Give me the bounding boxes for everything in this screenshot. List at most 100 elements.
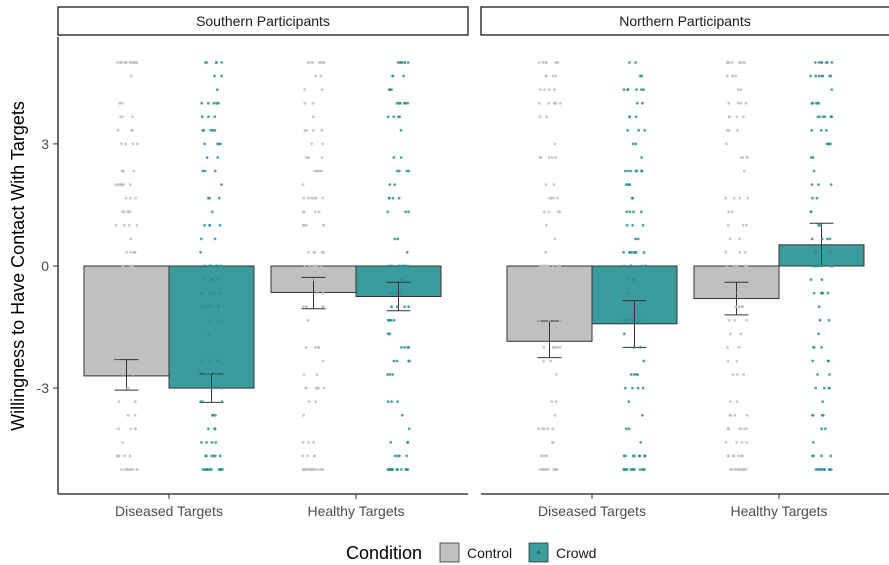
data-point [814, 386, 818, 390]
data-point [809, 156, 813, 159]
data-point [739, 427, 743, 431]
data-point [553, 88, 556, 92]
data-point [629, 468, 633, 471]
data-point [628, 251, 631, 254]
data-point [631, 386, 634, 390]
data-point [208, 373, 212, 376]
data-point [386, 400, 390, 404]
data-point [318, 468, 322, 471]
data-point [817, 332, 820, 336]
data-point [734, 468, 738, 471]
data-point [301, 454, 305, 458]
legend-title: Condition [346, 543, 422, 563]
data-point [745, 156, 749, 159]
data-point [639, 346, 642, 349]
data-point [539, 264, 543, 268]
data-point [403, 346, 407, 349]
legend-label-control: Control [467, 545, 512, 561]
data-point [406, 101, 410, 105]
data-point [820, 237, 824, 241]
data-point [121, 183, 125, 187]
data-point [131, 468, 135, 471]
data-point [728, 237, 732, 241]
data-point [730, 61, 734, 64]
data-point [390, 264, 394, 268]
data-point [128, 264, 132, 268]
data-point [830, 61, 834, 64]
data-point [301, 278, 305, 281]
data-point [544, 223, 548, 227]
data-point [213, 115, 217, 119]
data-point [634, 142, 638, 146]
data-point [542, 278, 546, 281]
data-point [397, 196, 401, 200]
data-point [215, 373, 218, 376]
data-point [218, 454, 222, 458]
data-point [303, 101, 307, 105]
data-point [392, 156, 396, 159]
data-point [826, 142, 830, 146]
data-point [215, 88, 219, 92]
data-point [735, 400, 739, 404]
data-point [387, 264, 390, 268]
data-point [642, 359, 646, 363]
data-point [817, 183, 820, 187]
data-point [741, 223, 745, 227]
legend-key-control [439, 542, 460, 563]
data-point [632, 346, 636, 349]
data-point [537, 427, 540, 431]
data-point [208, 468, 212, 471]
data-point [624, 318, 628, 322]
data-point [542, 346, 546, 349]
data-point [549, 278, 553, 281]
data-point [726, 454, 730, 458]
data-point [623, 468, 627, 471]
data-point [745, 223, 748, 227]
data-point [541, 468, 545, 471]
data-point [724, 142, 728, 146]
data-point [820, 61, 824, 64]
data-point [829, 251, 832, 254]
data-point [743, 61, 747, 64]
data-point [555, 373, 558, 376]
data-point [735, 359, 739, 363]
data-point [731, 278, 735, 281]
data-point [724, 440, 728, 444]
data-point [826, 291, 830, 295]
facet-strip-northern [480, 6, 889, 36]
data-point [203, 373, 206, 376]
data-point [554, 74, 558, 78]
data-point [130, 128, 134, 132]
data-point [812, 169, 816, 173]
data-point [313, 210, 317, 214]
bar-crowd-diseased-targets [168, 265, 255, 389]
data-point [545, 115, 548, 119]
data-point [831, 264, 834, 268]
data-point [813, 61, 817, 64]
data-point [641, 223, 645, 227]
data-point [134, 318, 138, 322]
data-point [313, 468, 317, 471]
data-point [736, 373, 739, 376]
data-point [211, 128, 215, 132]
data-point [314, 386, 318, 390]
data-point [399, 128, 403, 132]
data-point [738, 61, 742, 64]
data-point [404, 210, 407, 214]
data-point [727, 210, 731, 214]
data-point [400, 61, 404, 64]
data-point [305, 128, 308, 132]
data-point [744, 101, 748, 105]
data-point [636, 237, 640, 241]
data-point [545, 332, 549, 336]
data-point [736, 291, 740, 295]
data-point [390, 305, 393, 309]
data-point [635, 169, 639, 173]
data-point [200, 291, 204, 295]
data-point [201, 468, 205, 471]
data-point [545, 454, 548, 458]
data-point [628, 210, 632, 214]
data-point [810, 101, 814, 105]
data-point [314, 74, 317, 78]
data-point [820, 468, 823, 471]
